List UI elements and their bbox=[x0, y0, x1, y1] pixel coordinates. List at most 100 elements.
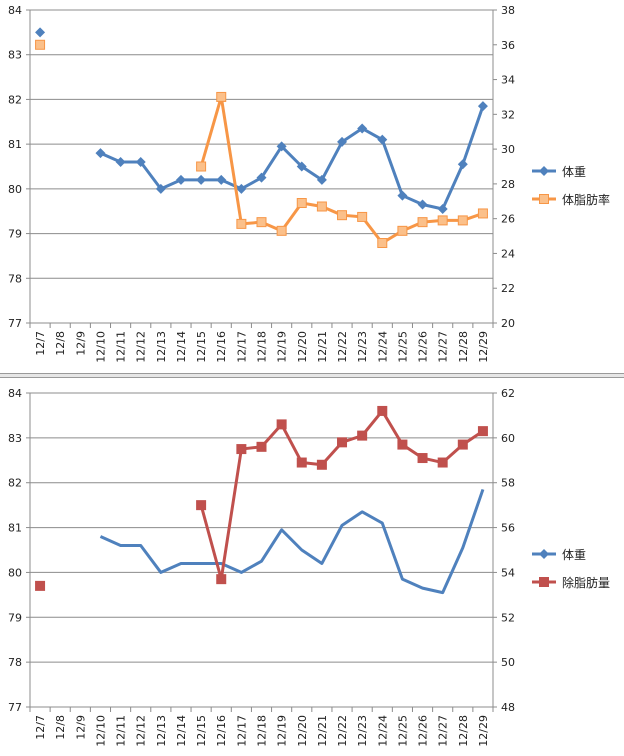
data-point-square bbox=[236, 218, 247, 229]
data-point-square bbox=[357, 211, 368, 222]
x-tick-label: 12/20 bbox=[296, 331, 309, 363]
x-tick-label: 12/9 bbox=[74, 331, 87, 356]
legend-label: 体重 bbox=[562, 548, 586, 562]
data-point-diamond bbox=[35, 27, 46, 38]
data-point-square bbox=[337, 210, 348, 221]
x-tick-label: 12/12 bbox=[135, 715, 148, 747]
x-tick-label: 12/16 bbox=[215, 715, 228, 747]
series-line-segment bbox=[99, 488, 485, 595]
x-tick-label: 12/29 bbox=[477, 715, 490, 747]
x-tick-label: 12/15 bbox=[195, 715, 208, 747]
y-right-tick-label: 52 bbox=[501, 611, 515, 624]
x-tick-label: 12/14 bbox=[175, 331, 188, 363]
legend-marker bbox=[539, 194, 549, 204]
data-point-diamond bbox=[155, 183, 166, 194]
legend-marker bbox=[539, 166, 549, 176]
data-point-diamond bbox=[316, 174, 327, 185]
y-left-tick-label: 77 bbox=[8, 317, 22, 330]
y-right-tick-label: 56 bbox=[501, 522, 515, 535]
legend-label: 体脂肪率 bbox=[562, 192, 610, 207]
series-line-segment bbox=[199, 409, 484, 581]
chart-body-weight-lean-mass: 77 78 79 80 81 82 83 84 48 50 52 54 56 58 60 62 12/7 12/8… bbox=[0, 378, 624, 752]
data-point-square bbox=[457, 439, 468, 450]
series-除脂肪量 bbox=[35, 405, 488, 591]
x-tick-label: 12/28 bbox=[457, 331, 470, 363]
y-right-tick-label: 20 bbox=[501, 317, 515, 330]
data-point-square bbox=[457, 215, 468, 226]
data-point-square bbox=[337, 437, 348, 448]
x-tick-label: 12/8 bbox=[54, 331, 67, 356]
data-point-diamond bbox=[256, 172, 267, 183]
data-point-square bbox=[296, 198, 307, 209]
data-point-square bbox=[256, 441, 267, 452]
y-left-tick-label: 79 bbox=[8, 611, 22, 624]
data-point-diamond bbox=[357, 123, 368, 134]
x-tick-label: 12/24 bbox=[376, 331, 389, 363]
x-tick-label: 12/25 bbox=[396, 331, 409, 363]
y-right-tick-label: 22 bbox=[501, 282, 515, 295]
data-point-square bbox=[256, 217, 267, 228]
x-tick-label: 12/10 bbox=[94, 331, 107, 363]
data-point-square bbox=[477, 208, 488, 219]
x-tick-label: 12/17 bbox=[235, 331, 248, 363]
data-point-square bbox=[417, 217, 428, 228]
data-point-square bbox=[417, 453, 428, 464]
x-tick-label: 12/23 bbox=[356, 715, 369, 747]
data-point-diamond bbox=[477, 101, 488, 112]
x-tick-label: 12/23 bbox=[356, 331, 369, 363]
data-point-diamond bbox=[437, 203, 448, 214]
y-right-tick-label: 36 bbox=[501, 39, 515, 52]
x-tick-label: 12/11 bbox=[115, 715, 128, 747]
legend-label: 除脂肪量 bbox=[562, 575, 610, 590]
x-tick-label: 12/12 bbox=[135, 331, 148, 363]
x-tick-label: 12/26 bbox=[417, 331, 430, 363]
x-tick-label: 12/22 bbox=[336, 715, 349, 747]
x-tick-label: 12/25 bbox=[396, 715, 409, 747]
y-left-tick-label: 84 bbox=[8, 387, 22, 400]
data-point-diamond bbox=[377, 134, 388, 145]
data-point-square bbox=[377, 405, 388, 416]
x-tick-label: 12/16 bbox=[215, 331, 228, 363]
x-tick-label: 12/20 bbox=[296, 715, 309, 747]
y-left-tick-label: 83 bbox=[8, 49, 22, 62]
y-left-tick-label: 80 bbox=[8, 183, 22, 196]
chart-2-svg: 77 78 79 80 81 82 83 84 48 50 52 54 56 58 60 62 12/7 12/8… bbox=[8, 387, 610, 747]
x-tick-label: 12/21 bbox=[316, 331, 329, 363]
data-point-square bbox=[397, 439, 408, 450]
data-point-square bbox=[196, 161, 207, 172]
x-tick-label: 12/18 bbox=[256, 715, 269, 747]
y-right-tick-label: 30 bbox=[501, 143, 515, 156]
series-体重 bbox=[99, 488, 485, 595]
data-point-square bbox=[397, 225, 408, 236]
y-right-tick-label: 26 bbox=[501, 213, 515, 226]
data-point-diamond bbox=[397, 190, 408, 201]
y-left-tick-label: 78 bbox=[8, 656, 22, 669]
legend-label: 体重 bbox=[562, 165, 586, 179]
data-point-square bbox=[437, 457, 448, 468]
data-point-diamond bbox=[196, 174, 207, 185]
data-point-square bbox=[236, 444, 247, 455]
data-point-square bbox=[216, 574, 227, 585]
y-right-tick-label: 48 bbox=[501, 701, 515, 714]
y-left-tick-label: 81 bbox=[8, 522, 22, 535]
data-point-diamond bbox=[175, 174, 186, 185]
y-left-tick-label: 78 bbox=[8, 272, 22, 285]
data-point-square bbox=[216, 91, 227, 102]
x-tick-label: 12/8 bbox=[54, 715, 67, 740]
x-tick-label: 12/29 bbox=[477, 331, 490, 363]
x-tick-label: 12/7 bbox=[34, 331, 47, 356]
x-tick-label: 12/14 bbox=[175, 715, 188, 747]
data-point-diamond bbox=[276, 141, 287, 152]
x-tick-label: 12/27 bbox=[437, 715, 450, 747]
y-left-tick-label: 83 bbox=[8, 432, 22, 445]
series-体重 bbox=[35, 27, 488, 214]
x-tick-label: 12/28 bbox=[457, 715, 470, 747]
x-tick-label: 12/10 bbox=[94, 715, 107, 747]
y-right-tick-label: 38 bbox=[501, 4, 515, 17]
data-point-square bbox=[357, 430, 368, 441]
x-tick-label: 12/7 bbox=[34, 715, 47, 740]
x-tick-label: 12/21 bbox=[316, 715, 329, 747]
x-tick-label: 12/17 bbox=[235, 715, 248, 747]
data-point-diamond bbox=[296, 161, 307, 172]
data-point-diamond bbox=[95, 148, 106, 159]
